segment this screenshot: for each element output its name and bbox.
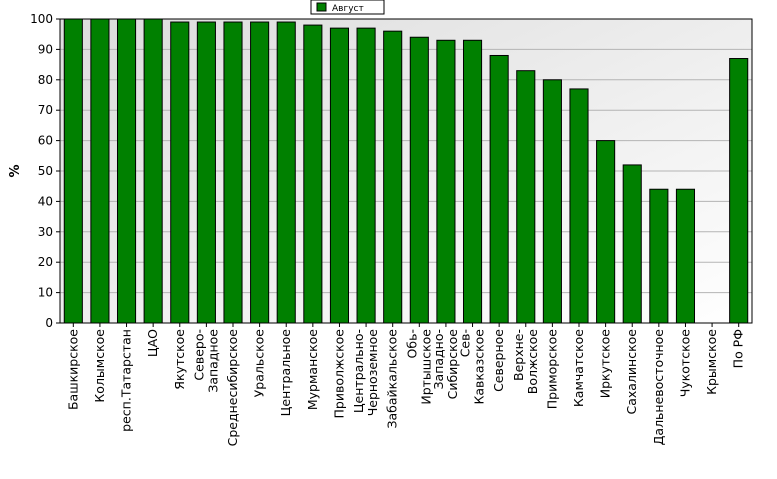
bar[interactable] xyxy=(250,21,270,324)
x-category-label: Крымское xyxy=(704,329,719,395)
bar[interactable] xyxy=(383,30,403,324)
legend-swatch xyxy=(316,2,327,12)
y-tick-label: 20 xyxy=(38,255,53,269)
bar[interactable] xyxy=(143,18,163,324)
legend-label: Август xyxy=(332,4,364,14)
legend[interactable]: Август xyxy=(310,0,385,15)
y-axis-title: % xyxy=(8,164,23,177)
x-category-label: Центрально- xyxy=(351,329,366,413)
bar[interactable] xyxy=(489,54,509,324)
x-category-label: Западное xyxy=(205,329,220,393)
bar[interactable] xyxy=(596,140,616,324)
y-tick-label: 10 xyxy=(38,286,53,300)
x-category-label: Мурманское xyxy=(305,329,320,410)
x-category-label: По РФ xyxy=(731,329,746,369)
bar[interactable] xyxy=(356,27,376,324)
x-category-label: Приволжское xyxy=(331,329,346,419)
x-category-label: Якутское xyxy=(172,329,187,390)
bar[interactable] xyxy=(303,24,323,324)
x-axis-labels: Башкирское Колымское респ.Татарстан ЦАО Якут… xyxy=(65,323,746,447)
bar[interactable] xyxy=(569,88,589,324)
bar[interactable] xyxy=(90,18,110,324)
x-category-label: Приморское xyxy=(544,329,559,410)
bar[interactable] xyxy=(170,21,190,324)
legend-box xyxy=(310,0,385,15)
bar[interactable] xyxy=(516,70,536,324)
x-category-label: Забайкальское xyxy=(385,329,400,429)
y-tick-label: 80 xyxy=(38,73,53,87)
x-category-label: Иркутское xyxy=(598,329,613,399)
y-tick-label: 90 xyxy=(38,42,53,56)
x-category-label: Кавказское xyxy=(472,329,487,405)
x-category-label: Среднесибирское xyxy=(225,329,240,447)
y-tick-label: 0 xyxy=(45,316,53,330)
y-tick-label: 50 xyxy=(38,164,53,178)
x-category-label: Чукотское xyxy=(677,329,692,398)
bar[interactable] xyxy=(462,39,483,324)
bar[interactable] xyxy=(223,21,243,324)
x-category-label: Башкирское xyxy=(65,329,80,410)
x-category-label: Верхне- xyxy=(511,329,526,381)
x-category-label: Обь- xyxy=(404,329,419,358)
x-category-label: Сахалинское xyxy=(624,329,639,415)
x-category-label: Северо- xyxy=(191,329,206,381)
bar[interactable] xyxy=(196,21,216,324)
bars xyxy=(63,18,749,324)
bar[interactable] xyxy=(116,18,137,324)
y-tick-label: 60 xyxy=(38,134,53,148)
x-category-label: Иртышское xyxy=(418,329,433,405)
y-tick-label: 30 xyxy=(38,225,53,239)
x-category-label: Колымское xyxy=(92,329,107,403)
bar[interactable] xyxy=(622,164,642,324)
x-category-label: Западно- xyxy=(431,329,446,389)
bar[interactable] xyxy=(436,39,456,324)
x-category-label: Центральное xyxy=(278,329,293,417)
y-tick-label: 70 xyxy=(38,103,53,117)
x-category-label: Сибирское xyxy=(445,329,460,400)
x-category-label: Сев- xyxy=(458,329,473,357)
x-category-label: Уральское xyxy=(252,329,267,398)
bar[interactable] xyxy=(409,36,429,324)
x-category-label: Волжское xyxy=(525,329,540,395)
x-category-label: ЦАО xyxy=(145,329,160,357)
bar[interactable] xyxy=(542,79,562,324)
bar[interactable] xyxy=(729,58,749,324)
x-category-label: Дальневосточное xyxy=(651,329,666,446)
bar[interactable] xyxy=(276,21,296,324)
bar[interactable] xyxy=(649,188,669,324)
bar[interactable] xyxy=(675,188,696,324)
y-tick-label: 100 xyxy=(30,12,53,26)
y-tick-label: 40 xyxy=(38,194,53,208)
x-category-label: Северное xyxy=(491,329,506,392)
x-category-label: Камчатское xyxy=(571,329,586,407)
x-category-label: респ.Татарстан xyxy=(119,329,134,432)
y-axis-ticks: 0 10 20 30 40 50 60 70 80 90 100 xyxy=(30,12,60,330)
bar[interactable] xyxy=(329,27,350,324)
x-category-label: Черноземное xyxy=(365,329,380,417)
bar[interactable] xyxy=(63,18,83,324)
